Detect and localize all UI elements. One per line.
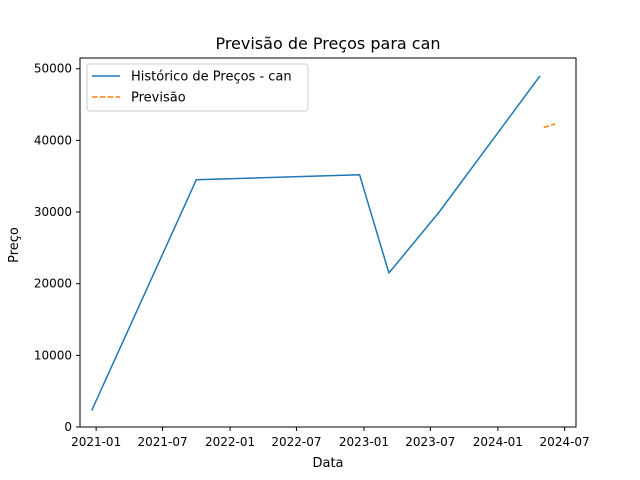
y-tick-label: 30000 [34, 205, 72, 219]
series-layer [91, 75, 556, 411]
series-line-1 [543, 123, 556, 129]
x-tick-label: 2023-01 [339, 435, 389, 449]
x-tick-label: 2022-07 [271, 435, 321, 449]
x-tick-label: 2022-01 [205, 435, 255, 449]
x-tick-label: 2021-01 [71, 435, 121, 449]
legend-label: Previsão [131, 91, 186, 106]
y-axis: 0 10000 20000 30000 40000 50000 [34, 62, 80, 434]
x-tick-label: 2023-07 [405, 435, 455, 449]
x-axis: 2021-01 2021-07 2022-01 2022-07 2023-01 2023-… [71, 427, 590, 449]
x-axis-label: Data [312, 456, 343, 471]
legend-box [86, 63, 309, 112]
y-tick-label: 40000 [34, 133, 72, 147]
plot-area [79, 57, 577, 428]
legend: Histórico de Preços - can Previsão [86, 63, 309, 112]
x-tick-label: 2024-07 [540, 435, 590, 449]
y-tick-label: 10000 [34, 348, 72, 362]
y-axis-label: Preço [7, 227, 22, 263]
legend-label: Histórico de Preços - can [131, 70, 292, 85]
y-tick-label: 20000 [34, 277, 72, 291]
x-tick-label: 2021-07 [137, 435, 187, 449]
axes-frame [79, 57, 577, 428]
y-tick-label: 0 [64, 420, 72, 434]
y-tick-label: 50000 [34, 62, 72, 76]
chart-title: Previsão de Preços para can [215, 34, 440, 53]
series-line-0 [91, 75, 541, 411]
x-tick-label: 2024-01 [473, 435, 523, 449]
